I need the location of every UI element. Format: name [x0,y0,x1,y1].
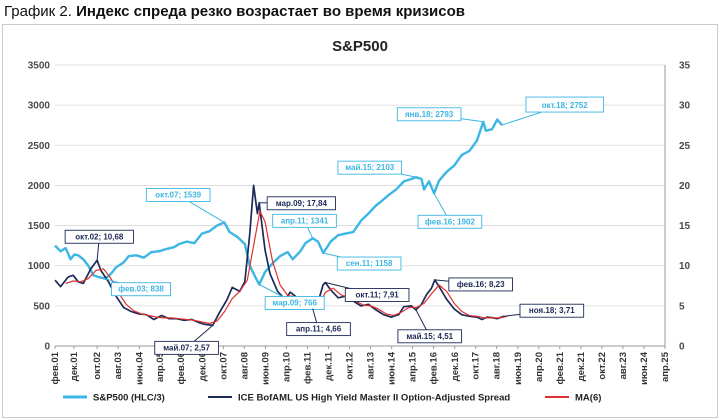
callout-box [266,196,336,211]
x-tick-label: окт.02 [92,352,103,380]
x-tick-label: фев.11 [302,351,313,384]
chart-title: S&P500 [332,38,388,55]
callout-label: фев.16; 1902 [425,217,476,226]
callout-box [154,340,219,355]
callout-box [286,322,351,337]
x-tick-label: апр.15 [408,351,419,382]
callout-label: окт.02; 10,68 [75,232,124,241]
y-right-tick-label: 30 [679,101,691,112]
y-left-tick-label: 3000 [28,101,51,112]
x-tick-label: фев.01 [50,351,61,384]
callout-label: окт.18; 2752 [542,101,588,110]
x-tick-label: авг.18 [492,352,503,379]
x-tick-label: дек.11 [324,351,335,380]
callout-label: мар.09; 17,84 [276,199,328,208]
x-tick-label: июн.24 [639,351,650,385]
y-left-tick-label: 1000 [28,261,51,272]
y-right-tick-label: 35 [679,61,691,72]
x-tick-label: дек.01 [69,351,80,381]
callout-box [525,96,605,113]
figure-number: График 2. [4,3,72,20]
y-left-tick-label: 500 [33,301,50,312]
x-tick-label: июн.14 [387,351,398,385]
y-right-tick-label: 0 [679,342,685,353]
callout-label: янв.18; 2793 [405,110,454,119]
callout-box [145,187,211,202]
callout-box [448,277,513,292]
y-left-tick-label: 1500 [28,221,51,232]
x-tick-label: дек.06 [197,352,208,381]
x-tick-label: авг.13 [365,352,376,379]
legend-label: MA(6) [575,393,601,404]
y-right-tick-label: 5 [679,301,685,312]
callout-label: апр.11; 1341 [281,216,329,225]
legend-label: ICE BofAML US High Yield Master II Optio… [238,393,510,404]
x-tick-label: окт.07 [218,352,229,380]
x-tick-label: окт.12 [345,352,356,380]
callout-box [64,229,134,244]
callout-label: май.15; 4,51 [406,332,453,341]
callout-label: ноя.18; 3,71 [529,306,575,315]
y-left-tick-label: 3500 [28,61,51,72]
x-tick-label: фев.06 [176,352,187,385]
callout-label: мар.09; 766 [272,299,317,308]
y-left-tick-label: 0 [44,342,50,353]
callout-label: окт.07; 1539 [155,190,201,199]
callout-label: май.07; 2,57 [163,343,210,352]
legend-label: S&P500 (HLC/3) [93,393,165,404]
callout-label: фев.03; 838 [118,285,164,294]
x-tick-label: апр.05 [155,351,166,382]
callout-box [272,213,337,228]
y-left-tick-label: 2500 [28,141,51,152]
x-tick-label: июн.19 [513,352,524,385]
x-tick-label: июн.04 [134,351,145,385]
x-tick-label: дек.21 [576,351,587,381]
y-left-tick-label: 2000 [28,181,51,192]
callout-label: апр.11; 4,66 [296,325,342,334]
x-tick-label: авг.23 [618,352,629,379]
callout-label: окт.11; 7,91 [356,290,400,299]
callout-label: сен.11; 1158 [346,259,393,268]
chart-frame: S&P500 0 500 1000 1500 2000 2500 3000 3500 0 5 10 1… [2,24,718,418]
x-tick-label: окт.17 [471,352,482,380]
callout-box [397,329,463,344]
callout-box [264,296,325,310]
x-tick-label: дек.16 [450,352,461,381]
sp500-line [54,118,503,286]
callout-label: май.15; 2103 [345,163,395,172]
x-tick-label: авг.03 [113,352,124,379]
y-right-tick-label: 15 [679,221,691,232]
callout-box [337,160,403,175]
callout-box [417,214,483,229]
x-tick-label: окт.22 [597,352,608,380]
y-right-tick-label: 20 [679,181,691,192]
callout-label: фев.16; 8,23 [457,280,505,289]
callout-box [336,256,402,271]
x-tick-label: фев.16 [429,352,440,385]
x-tick-label: апр.25 [660,351,671,382]
figure-heading: График 2. Индекс спреда резко возрастает… [4,3,465,20]
callout-box [344,288,410,302]
y-right-tick-label: 10 [679,261,691,272]
callout-box [111,282,171,297]
callout-box [396,107,462,122]
x-tick-label: авг.08 [239,352,250,379]
sp500-spread-chart: S&P500 0 500 1000 1500 2000 2500 3000 3500 0 5 10 1… [28,38,691,404]
x-tick-label: апр.10 [281,352,292,382]
callout-box [519,303,585,318]
x-tick-label: фев.21 [555,351,566,384]
y-right-tick-label: 25 [679,141,691,152]
figure-caption: Индекс спреда резко возрастает во время … [76,3,466,20]
x-tick-label: июн.09 [260,352,271,385]
x-tick-label: апр.20 [534,352,545,382]
ma6-line [65,210,508,325]
